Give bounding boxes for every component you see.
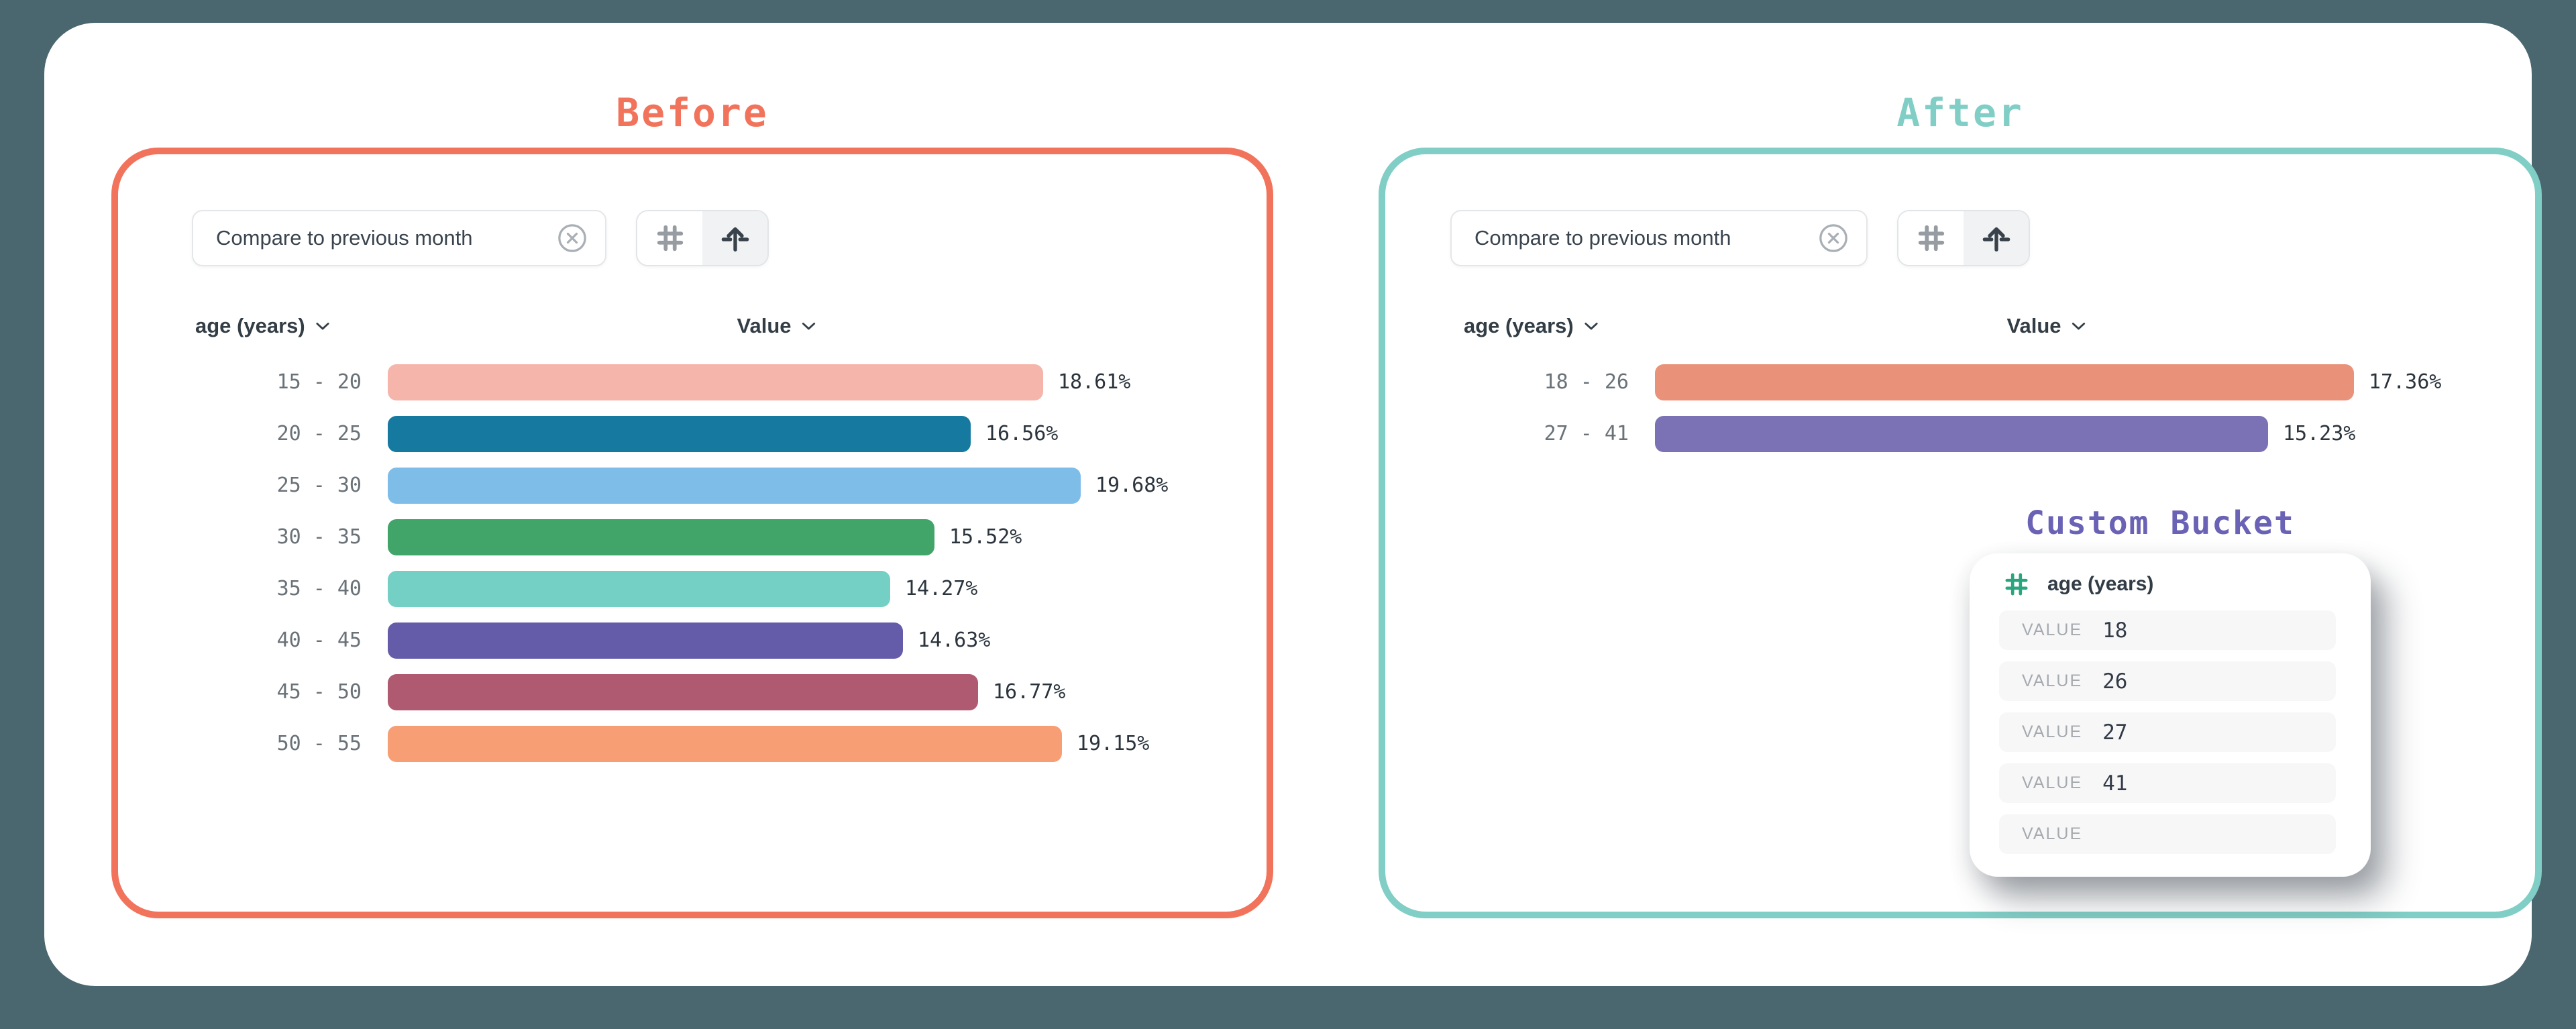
before-bar-chart: 15 - 20 18.61% 20 - 25 16.56% 25 - 30 19.68% 3… — [118, 356, 1260, 769]
after-panel: Compare to previous month — [1379, 148, 2542, 918]
before-title: Before — [616, 90, 769, 136]
bar-row: 30 - 35 15.52% — [118, 511, 1260, 563]
after-bar-chart: 18 - 26 17.36% 27 - 41 15.23% — [1385, 356, 2528, 459]
hash-grid-icon — [1918, 225, 1944, 252]
bucket-value-input[interactable]: VALUE 18 — [1999, 610, 2336, 650]
bar-row: 27 - 41 15.23% — [1385, 408, 2528, 459]
bucket-input-label: VALUE — [2022, 671, 2083, 690]
category-label: 50 - 55 — [276, 732, 362, 755]
bar-row: 20 - 25 16.56% — [118, 408, 1260, 459]
content-card: Before Compare to previous month — [44, 23, 2542, 986]
numeric-format-button[interactable] — [1898, 211, 1964, 265]
value-label: 19.68% — [1095, 474, 1169, 497]
category-label: 45 - 50 — [276, 680, 362, 704]
dimension-column-label: age (years) — [1464, 314, 1574, 337]
comparison-filter-chip[interactable]: Compare to previous month — [192, 210, 606, 266]
bar-row: 25 - 30 19.68% — [118, 459, 1260, 511]
value-label: 15.23% — [2283, 422, 2356, 445]
chip-label: Compare to previous month — [1474, 226, 1731, 250]
display-toggle-group — [636, 210, 769, 266]
display-toggle-group — [1897, 210, 2030, 266]
bucket-value-input[interactable]: VALUE 41 — [1999, 763, 2336, 803]
dismiss-icon[interactable] — [557, 223, 588, 254]
after-title: After — [1896, 90, 2024, 136]
arrow-up-axis-icon — [1982, 227, 2010, 252]
bucket-input-value: 18 — [2102, 618, 2128, 643]
bucket-input-label: VALUE — [2022, 722, 2083, 741]
bar[interactable] — [388, 622, 903, 659]
category-label: 15 - 20 — [276, 370, 362, 394]
dismiss-icon[interactable] — [1818, 223, 1849, 254]
category-label: 40 - 45 — [276, 629, 362, 652]
value-label: 16.77% — [993, 680, 1066, 704]
bar[interactable] — [388, 415, 971, 452]
bucket-value-list: VALUE 18 VALUE 26 VALUE 27 VALUE 41 VALUE — [1999, 610, 2336, 854]
value-column-header[interactable]: Value — [2007, 307, 2087, 345]
value-label: 14.27% — [905, 577, 978, 600]
value-label: 15.52% — [949, 525, 1022, 549]
category-label: 20 - 25 — [276, 422, 362, 445]
bar[interactable] — [388, 364, 1043, 400]
bucket-input-label: VALUE — [2022, 824, 2083, 843]
bar[interactable] — [388, 673, 978, 710]
bucket-value-input[interactable]: VALUE — [1999, 814, 2336, 854]
bar[interactable] — [1655, 364, 2354, 400]
bucket-input-value: 41 — [2102, 771, 2128, 796]
bar[interactable] — [388, 725, 1062, 762]
chevron-down-icon — [1585, 323, 1598, 330]
value-column-label: Value — [737, 314, 792, 337]
value-column-header[interactable]: Value — [737, 307, 817, 345]
value-label: 19.15% — [1077, 732, 1150, 755]
chevron-down-icon — [316, 323, 329, 330]
axis-scale-button[interactable] — [1964, 211, 2029, 265]
category-label: 30 - 35 — [276, 525, 362, 549]
bar[interactable] — [1655, 415, 2268, 452]
numeric-format-button[interactable] — [637, 211, 702, 265]
number-property-icon — [2005, 573, 2028, 596]
category-label: 25 - 30 — [276, 474, 362, 497]
bucket-value-input[interactable]: VALUE 27 — [1999, 712, 2336, 752]
axis-scale-button[interactable] — [702, 211, 767, 265]
value-label: 14.63% — [918, 629, 991, 652]
bar-row: 15 - 20 18.61% — [118, 356, 1260, 408]
category-label: 27 - 41 — [1544, 422, 1629, 445]
dimension-column-header[interactable]: age (years) — [1464, 307, 1599, 345]
value-label: 18.61% — [1058, 370, 1131, 394]
chip-label: Compare to previous month — [216, 226, 473, 250]
custom-bucket-popup: age (years) VALUE 18 VALUE 26 VALUE 27 VALUE 41… — [1970, 553, 2371, 877]
dimension-column-label: age (years) — [195, 314, 305, 337]
bar-row: 45 - 50 16.77% — [118, 666, 1260, 718]
bucket-property-field[interactable]: age (years) — [2003, 571, 2371, 598]
bar[interactable] — [388, 570, 890, 607]
bucket-input-label: VALUE — [2022, 620, 2083, 639]
value-column-label: Value — [2006, 314, 2061, 337]
value-label: 16.56% — [985, 422, 1059, 445]
bucket-value-input[interactable]: VALUE 26 — [1999, 661, 2336, 701]
bar-row: 35 - 40 14.27% — [118, 563, 1260, 614]
bucket-input-label: VALUE — [2022, 773, 2083, 792]
arrow-up-axis-icon — [721, 227, 749, 252]
bar-row: 18 - 26 17.36% — [1385, 356, 2528, 408]
custom-bucket-title: Custom Bucket — [2025, 504, 2295, 542]
hash-grid-icon — [657, 225, 683, 252]
bar[interactable] — [388, 519, 934, 555]
category-label: 18 - 26 — [1544, 370, 1629, 394]
before-panel: Compare to previous month — [111, 148, 1273, 918]
bucket-input-value: 27 — [2102, 720, 2128, 745]
bucket-input-value: 26 — [2102, 669, 2128, 694]
value-label: 17.36% — [2369, 370, 2442, 394]
chevron-down-icon — [802, 323, 816, 330]
comparison-filter-chip[interactable]: Compare to previous month — [1450, 210, 1868, 266]
dimension-column-header[interactable]: age (years) — [195, 307, 331, 345]
bar-row: 40 - 45 14.63% — [118, 614, 1260, 666]
category-label: 35 - 40 — [276, 577, 362, 600]
chevron-down-icon — [2072, 323, 2086, 330]
bar-row: 50 - 55 19.15% — [118, 718, 1260, 769]
bucket-property-label: age (years) — [2047, 573, 2154, 595]
bar[interactable] — [388, 467, 1081, 504]
